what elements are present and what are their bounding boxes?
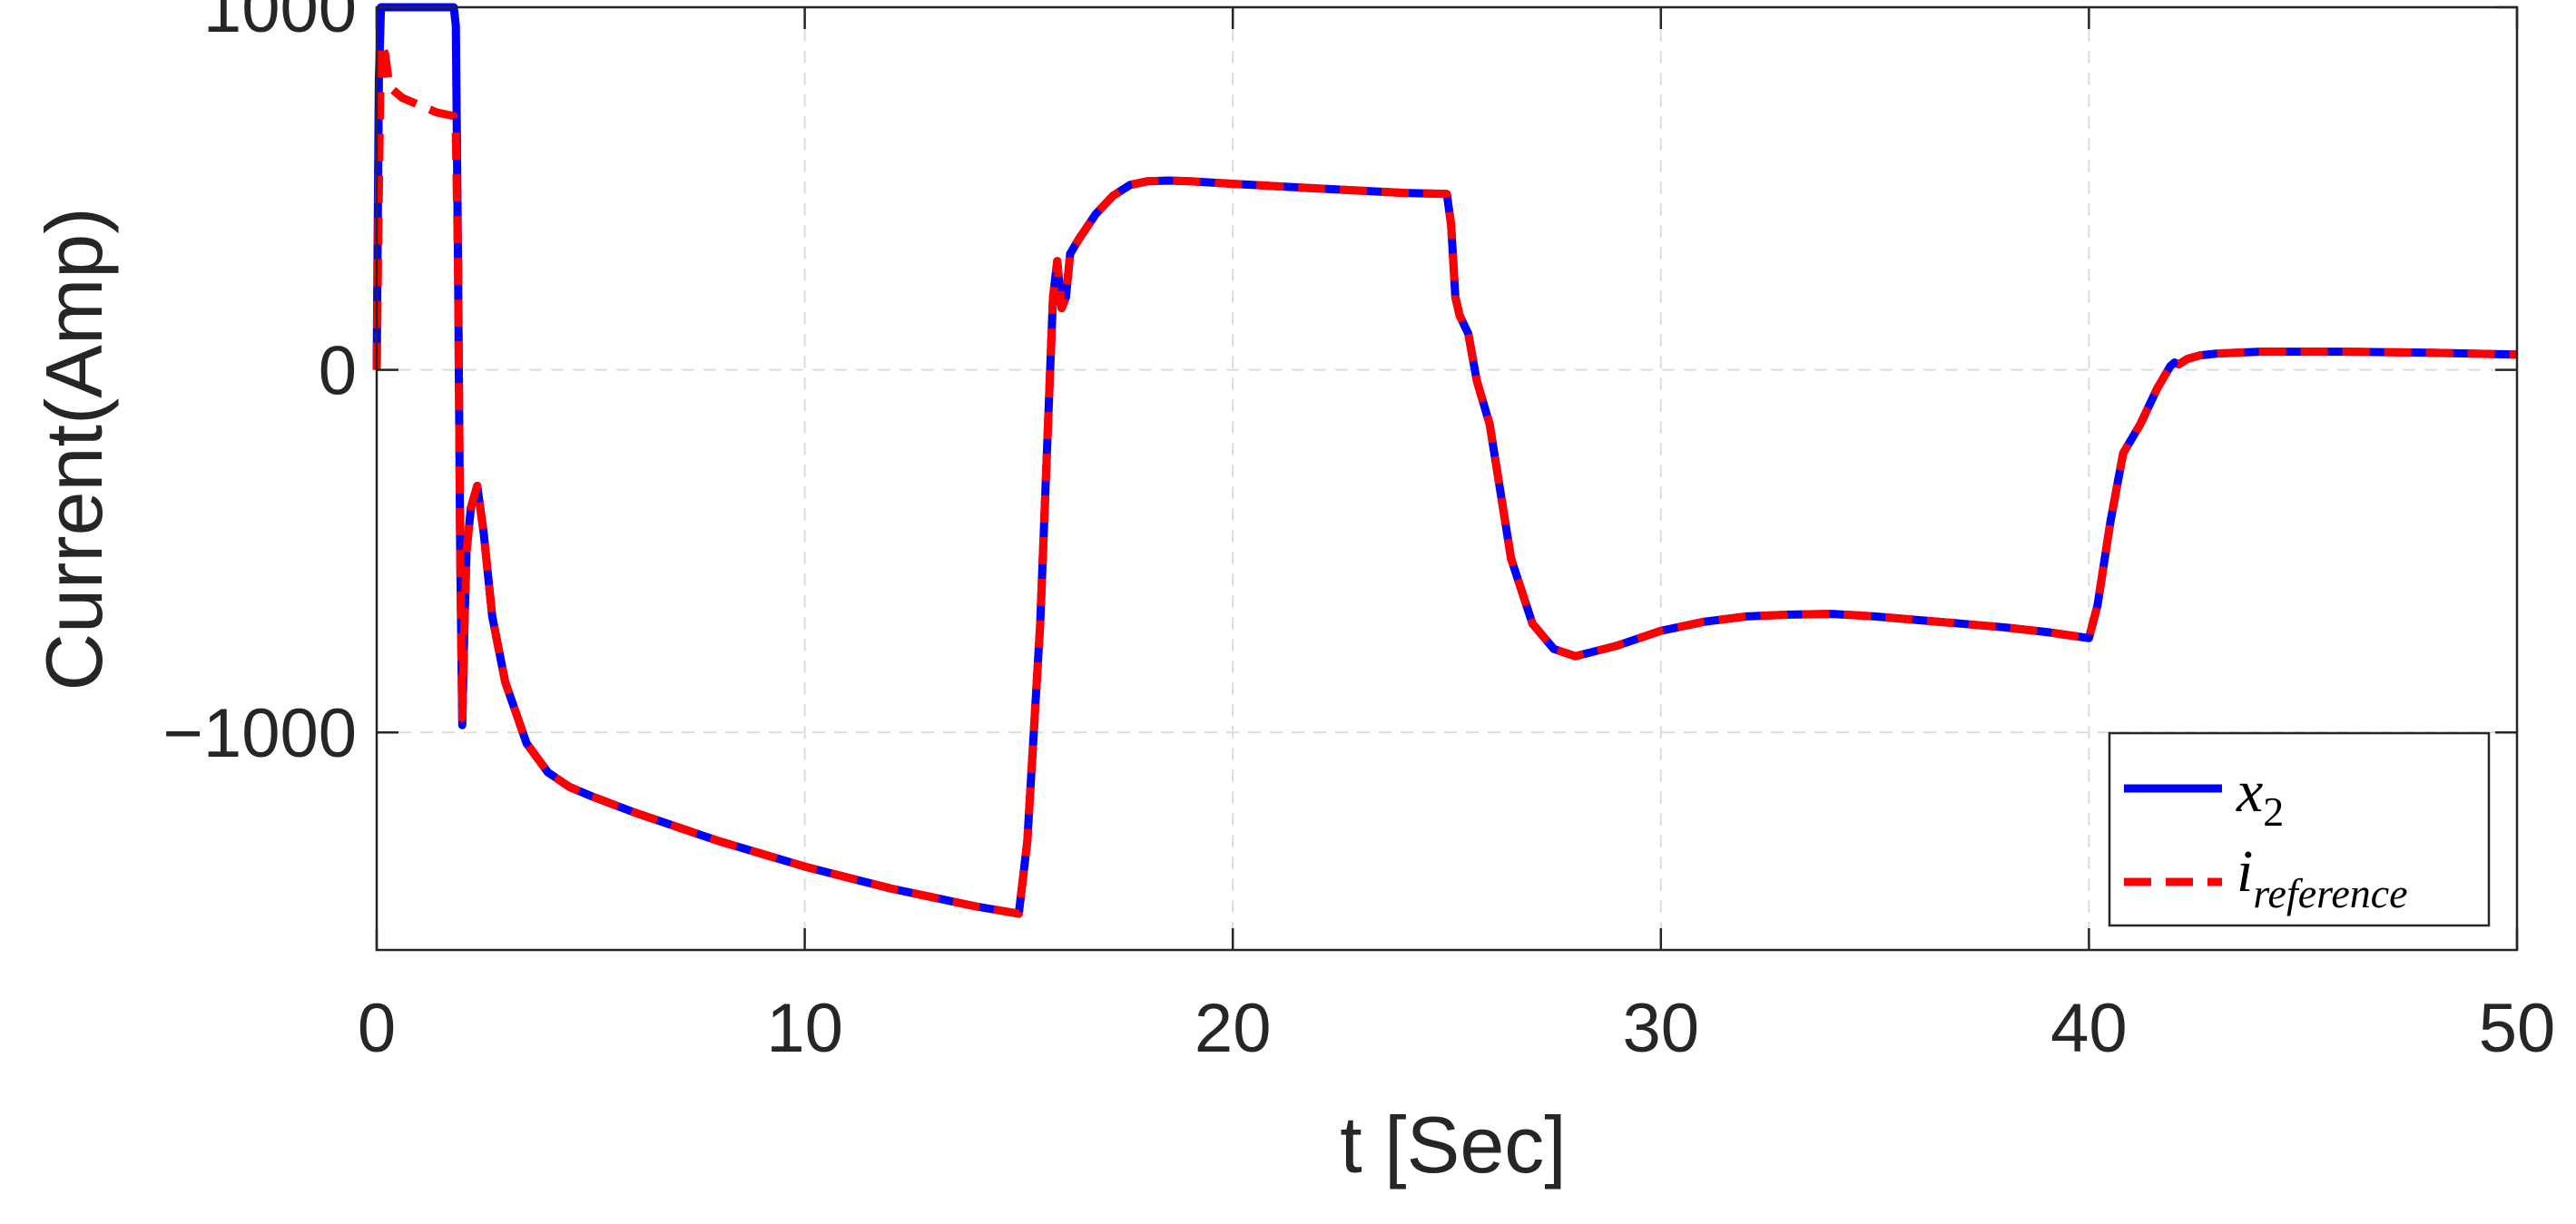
series-line-1 [372,39,2518,918]
axis-ticks [375,5,2519,950]
legend-box [2108,731,2491,927]
grid-lines [377,6,2517,950]
x-tick-label: 0 [358,990,396,1067]
x-tick-label: 10 [766,990,843,1067]
y-tick-label: 0 [319,333,357,410]
series-layer [372,3,2518,918]
y-tick-label: 1000 [203,0,357,47]
x-axis-label: t [Sec] [1340,1100,1566,1190]
legend: x2 ireference [2108,731,2491,927]
plot-frame [375,5,2519,952]
x-tick-label: 20 [1195,990,1272,1067]
y-tick-label: −1000 [163,695,357,772]
x-tick-label: 50 [2479,990,2556,1067]
legend-label-x2: x2 [2236,759,2284,835]
y-axis-label: Current(Amp) [29,208,119,691]
tick-labels: 0 10 20 30 40 50 −1000 0 1000 [163,0,2556,1067]
x-tick-label: 30 [1623,990,1700,1067]
legend-label-i-reference: ireference [2237,838,2408,916]
x-tick-label: 40 [2050,990,2128,1067]
